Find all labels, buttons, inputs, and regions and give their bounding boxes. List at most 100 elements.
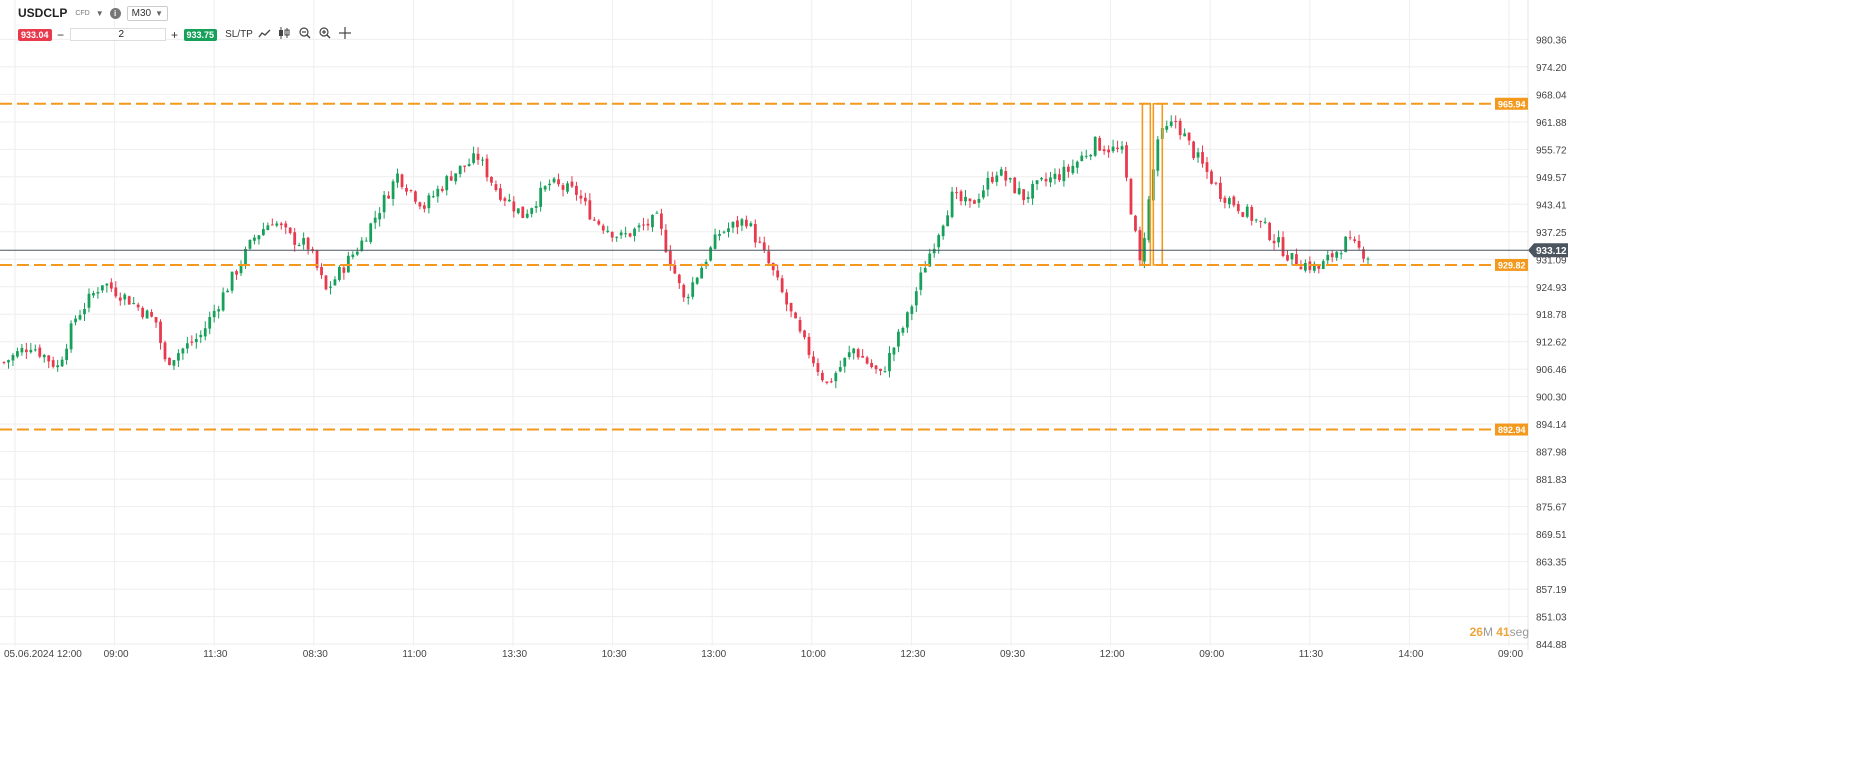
x-tick-label: 11:00: [402, 649, 427, 660]
timer-seconds: 41: [1496, 625, 1510, 639]
candle-body: [141, 307, 145, 318]
candle-body: [503, 198, 507, 201]
x-tick-label: 13:30: [502, 649, 527, 660]
candle-body: [235, 271, 238, 275]
candle-body: [1227, 198, 1231, 205]
y-tick-label: 887.98: [1536, 448, 1567, 459]
zoom-in-icon[interactable]: [317, 27, 333, 42]
highlight-box-left: [1141, 102, 1152, 266]
candle-body: [400, 174, 404, 188]
y-tick-label: 974.20: [1536, 63, 1567, 74]
x-tick-label: 08:30: [303, 649, 328, 660]
x-tick-label: 10:00: [801, 649, 826, 660]
candle-body: [583, 197, 587, 202]
candle-body: [47, 355, 51, 362]
candle-body: [1165, 126, 1169, 130]
sell-price-button[interactable]: 933.04: [18, 28, 52, 41]
x-tick-label: 05.06.2024 12:00: [4, 649, 82, 660]
candle-body: [315, 250, 319, 268]
candle-body: [159, 321, 162, 343]
candle-body: [633, 228, 636, 236]
y-tick-label: 961.88: [1536, 118, 1567, 129]
sltp-button[interactable]: SL/TP: [225, 29, 253, 40]
candle-body: [114, 287, 118, 297]
candle-body: [1129, 179, 1133, 215]
candle-body: [843, 357, 847, 367]
candle-body: [1093, 136, 1097, 156]
candle-body: [825, 381, 829, 383]
candle-body: [655, 212, 659, 214]
candle-body: [982, 190, 985, 198]
candle-body: [642, 224, 645, 226]
candle-body: [1134, 215, 1137, 231]
buy-price-button[interactable]: 933.75: [183, 28, 218, 41]
candle-body: [177, 353, 180, 361]
candle-body: [525, 213, 529, 218]
candle-body: [928, 253, 932, 267]
y-tick-label: 924.93: [1536, 283, 1567, 294]
candle-body: [74, 318, 77, 323]
candle-body: [637, 225, 641, 228]
candle-body: [744, 219, 748, 227]
quantity-decrease-button[interactable]: −: [57, 27, 65, 42]
candle-body: [959, 191, 963, 202]
candle-body: [762, 242, 766, 251]
candle-body: [92, 293, 95, 296]
candle-body: [257, 235, 261, 240]
candle-body: [816, 363, 820, 372]
level-badge: [1495, 258, 1528, 271]
candle-body: [749, 223, 753, 227]
candle-body: [1353, 239, 1356, 241]
candle-body: [1286, 255, 1289, 261]
candlestick-icon[interactable]: [277, 27, 293, 42]
candle-body: [1192, 141, 1195, 159]
candle-body: [914, 291, 918, 306]
y-tick-label: 863.35: [1536, 558, 1567, 569]
line-chart-icon[interactable]: [257, 28, 273, 42]
candle-body: [440, 188, 444, 191]
candle-body: [1156, 139, 1160, 171]
candle-body: [168, 357, 171, 366]
zoom-out-icon[interactable]: [297, 27, 313, 42]
candle-body: [1044, 178, 1048, 182]
crosshair-icon[interactable]: [337, 27, 353, 42]
quantity-input[interactable]: [69, 28, 166, 41]
y-tick-label: 968.04: [1536, 90, 1567, 101]
timeframe-select[interactable]: M30 ▼: [126, 5, 169, 21]
candle-body: [101, 285, 104, 291]
candle-body: [986, 177, 990, 190]
candle-body: [561, 185, 565, 190]
candle-body: [516, 208, 520, 214]
candle-body: [1080, 155, 1084, 162]
y-tick-label: 844.88: [1536, 640, 1567, 651]
candle-body: [306, 237, 310, 250]
candle-body: [1089, 154, 1093, 157]
candle-body: [579, 195, 583, 199]
y-tick-label: 851.03: [1536, 613, 1567, 624]
candle-body: [798, 320, 802, 332]
candle-body: [1277, 237, 1280, 243]
symbol-dropdown-icon[interactable]: ▼: [95, 8, 104, 18]
candle-body: [1245, 206, 1249, 217]
candle-body: [485, 158, 489, 178]
candle-body: [1008, 178, 1012, 180]
candle-body: [454, 173, 458, 182]
candle-body: [932, 248, 936, 254]
x-tick-label: 10:30: [602, 649, 627, 660]
info-icon[interactable]: i: [109, 7, 121, 19]
symbol-name[interactable]: USDCLP: [18, 6, 68, 20]
x-tick-label: 11:30: [203, 649, 228, 660]
y-tick-label: 955.72: [1536, 145, 1567, 156]
candle-body: [700, 267, 704, 279]
candle-body: [968, 198, 972, 202]
candle-body: [628, 233, 632, 237]
candle-body: [355, 251, 359, 255]
candle-body: [512, 201, 516, 212]
candle-body: [1138, 230, 1142, 261]
candle-body: [463, 165, 467, 167]
candle-body: [1205, 162, 1209, 172]
quantity-increase-button[interactable]: +: [171, 27, 179, 42]
candle-body: [780, 278, 784, 293]
candle-body: [1272, 240, 1276, 244]
